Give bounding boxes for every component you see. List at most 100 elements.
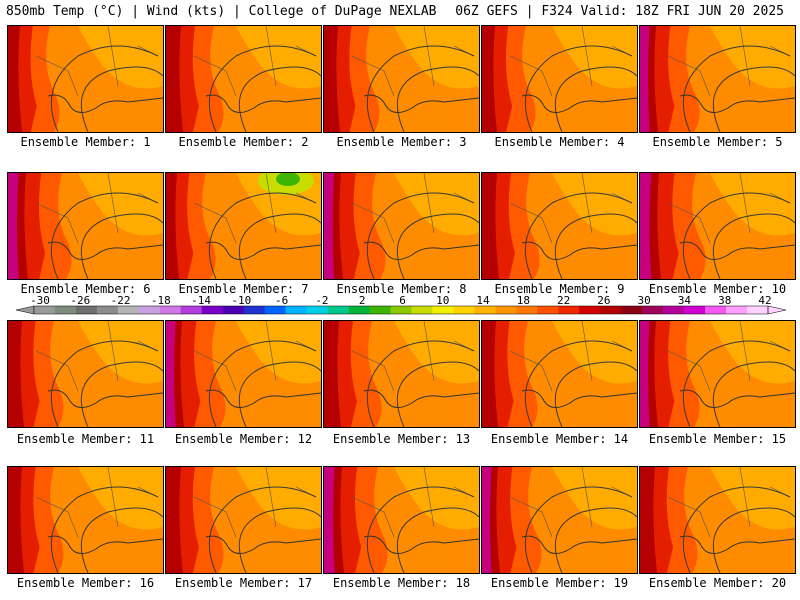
temperature-field bbox=[482, 26, 637, 132]
colorbar-segment bbox=[306, 306, 328, 314]
temperature-field bbox=[640, 321, 795, 427]
ensemble-member-label: Ensemble Member: 9 bbox=[494, 282, 625, 296]
ensemble-member-label: Ensemble Member: 6 bbox=[20, 282, 151, 296]
colorbar-tick-label: 26 bbox=[597, 296, 610, 307]
colorbar-tick-label: -10 bbox=[231, 296, 251, 307]
ensemble-member-label: Ensemble Member: 10 bbox=[648, 282, 787, 296]
colorbar-segment bbox=[348, 306, 370, 314]
colorbar-segment bbox=[747, 306, 769, 314]
colorbar-segment bbox=[474, 306, 496, 314]
ensemble-member-map bbox=[481, 466, 638, 574]
ensemble-member-map bbox=[323, 466, 480, 574]
colorbar-segment bbox=[453, 306, 475, 314]
temperature-field bbox=[482, 173, 637, 279]
temperature-field bbox=[324, 26, 479, 132]
ensemble-member-map bbox=[481, 172, 638, 280]
ensemble-member-map bbox=[7, 25, 164, 133]
colorbar-tick-label: 2 bbox=[359, 296, 366, 307]
temperature-field bbox=[482, 467, 637, 573]
colorbar-tick-label: 38 bbox=[718, 296, 731, 307]
colorbar-tick-label: -2 bbox=[315, 296, 328, 307]
temperature-field bbox=[8, 173, 163, 279]
colorbar-segment bbox=[96, 306, 119, 314]
ensemble-member-map bbox=[165, 320, 322, 428]
ensemble-member-map bbox=[323, 172, 480, 280]
temperature-field bbox=[640, 26, 795, 132]
colorbar-segment bbox=[705, 306, 727, 314]
temperature-field bbox=[640, 173, 795, 279]
colorbar-segment bbox=[684, 306, 706, 314]
ensemble-member-label: Ensemble Member: 15 bbox=[648, 432, 787, 446]
temperature-field bbox=[482, 321, 637, 427]
colorbar-tick-label: -22 bbox=[111, 296, 131, 307]
temperature-field bbox=[8, 26, 163, 132]
colorbar-segment bbox=[600, 306, 622, 314]
colorbar-segment bbox=[243, 306, 265, 314]
ensemble-member-label: Ensemble Member: 8 bbox=[336, 282, 467, 296]
ensemble-member-map bbox=[639, 25, 796, 133]
colorbar-segment bbox=[201, 306, 224, 314]
colorbar-segment bbox=[180, 306, 203, 314]
ensemble-member-map bbox=[7, 320, 164, 428]
colorbar-segment bbox=[327, 306, 349, 314]
colorbar-tick-label: 14 bbox=[476, 296, 490, 307]
ensemble-member-map bbox=[323, 25, 480, 133]
ensemble-member-label: Ensemble Member: 4 bbox=[494, 135, 625, 149]
ensemble-member-label: Ensemble Member: 7 bbox=[178, 282, 309, 296]
colorbar-tick-label: 22 bbox=[557, 296, 570, 307]
ensemble-member-label: Ensemble Member: 17 bbox=[174, 576, 313, 590]
temperature-field bbox=[324, 467, 479, 573]
ensemble-member-label: Ensemble Member: 14 bbox=[490, 432, 629, 446]
colorbar-segment bbox=[516, 306, 538, 314]
colorbar-tick-label: -18 bbox=[151, 296, 171, 307]
ensemble-member-label: Ensemble Member: 13 bbox=[332, 432, 471, 446]
colorbar-tick-label: 18 bbox=[517, 296, 530, 307]
ensemble-member-label: Ensemble Member: 19 bbox=[490, 576, 629, 590]
temperature-field bbox=[324, 173, 479, 279]
colorbar-segment bbox=[642, 306, 664, 314]
colorbar-segment bbox=[264, 306, 286, 314]
ensemble-member-map bbox=[165, 172, 322, 280]
colorbar-segment bbox=[432, 306, 454, 314]
temperature-field bbox=[324, 321, 479, 427]
colorbar-segment bbox=[621, 306, 643, 314]
colorbar-segment bbox=[537, 306, 559, 314]
ensemble-member-map bbox=[165, 25, 322, 133]
temperature-field bbox=[640, 467, 795, 573]
colorbar-tick-label: 30 bbox=[638, 296, 651, 307]
colorbar-segment bbox=[390, 306, 412, 314]
colorbar-segment bbox=[579, 306, 601, 314]
colorbar-segment bbox=[222, 306, 245, 314]
temperature-colorbar: -30 -26 -22 -18 -14 -10 -6 -2 2 6 10 14 18 22 26 30 34 38… bbox=[15, 296, 787, 315]
temperature-field bbox=[166, 321, 321, 427]
colorbar-tick-label: -6 bbox=[275, 296, 288, 307]
temperature-field bbox=[166, 26, 321, 132]
colorbar-segment bbox=[117, 306, 140, 314]
colorbar-tick-label: 34 bbox=[678, 296, 692, 307]
ensemble-member-label: Ensemble Member: 16 bbox=[16, 576, 155, 590]
colorbar-segment bbox=[495, 306, 517, 314]
ensemble-member-label: Ensemble Member: 12 bbox=[174, 432, 313, 446]
colorbar-segment bbox=[54, 306, 77, 314]
ensemble-member-label: Ensemble Member: 20 bbox=[648, 576, 787, 590]
ensemble-member-map bbox=[165, 466, 322, 574]
ensemble-member-map bbox=[7, 172, 164, 280]
ensemble-member-map bbox=[639, 172, 796, 280]
colorbar-segment bbox=[159, 306, 182, 314]
colorbar-right-arrow bbox=[767, 305, 787, 315]
ensemble-member-map bbox=[323, 320, 480, 428]
ensemble-member-map bbox=[639, 466, 796, 574]
colorbar-left-arrow bbox=[15, 305, 35, 315]
colorbar-tick-label: -30 bbox=[30, 296, 50, 307]
map-title: 850mb Temp (°C) | Wind (kts) | College o… bbox=[6, 4, 437, 19]
valid-time-label: 06Z GEFS | F324 Valid: 18Z FRI JUN 20 20… bbox=[455, 4, 784, 19]
temperature-field bbox=[166, 173, 321, 279]
ensemble-member-label: Ensemble Member: 2 bbox=[178, 135, 309, 149]
colorbar-tick-label: 6 bbox=[399, 296, 406, 307]
colorbar-segment bbox=[369, 306, 391, 314]
colorbar-segment bbox=[138, 306, 161, 314]
colorbar-segment bbox=[411, 306, 433, 314]
ensemble-member-label: Ensemble Member: 18 bbox=[332, 576, 471, 590]
colorbar-segment bbox=[558, 306, 580, 314]
colorbar-segment bbox=[663, 306, 685, 314]
